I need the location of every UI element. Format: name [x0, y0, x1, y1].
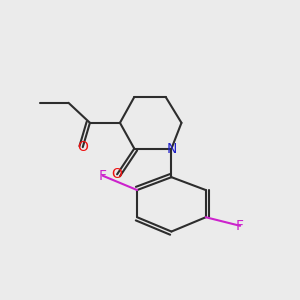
Text: O: O — [77, 140, 88, 154]
Text: F: F — [236, 219, 244, 233]
Text: O: O — [112, 167, 122, 181]
Text: F: F — [99, 169, 107, 183]
Text: N: N — [166, 142, 177, 156]
